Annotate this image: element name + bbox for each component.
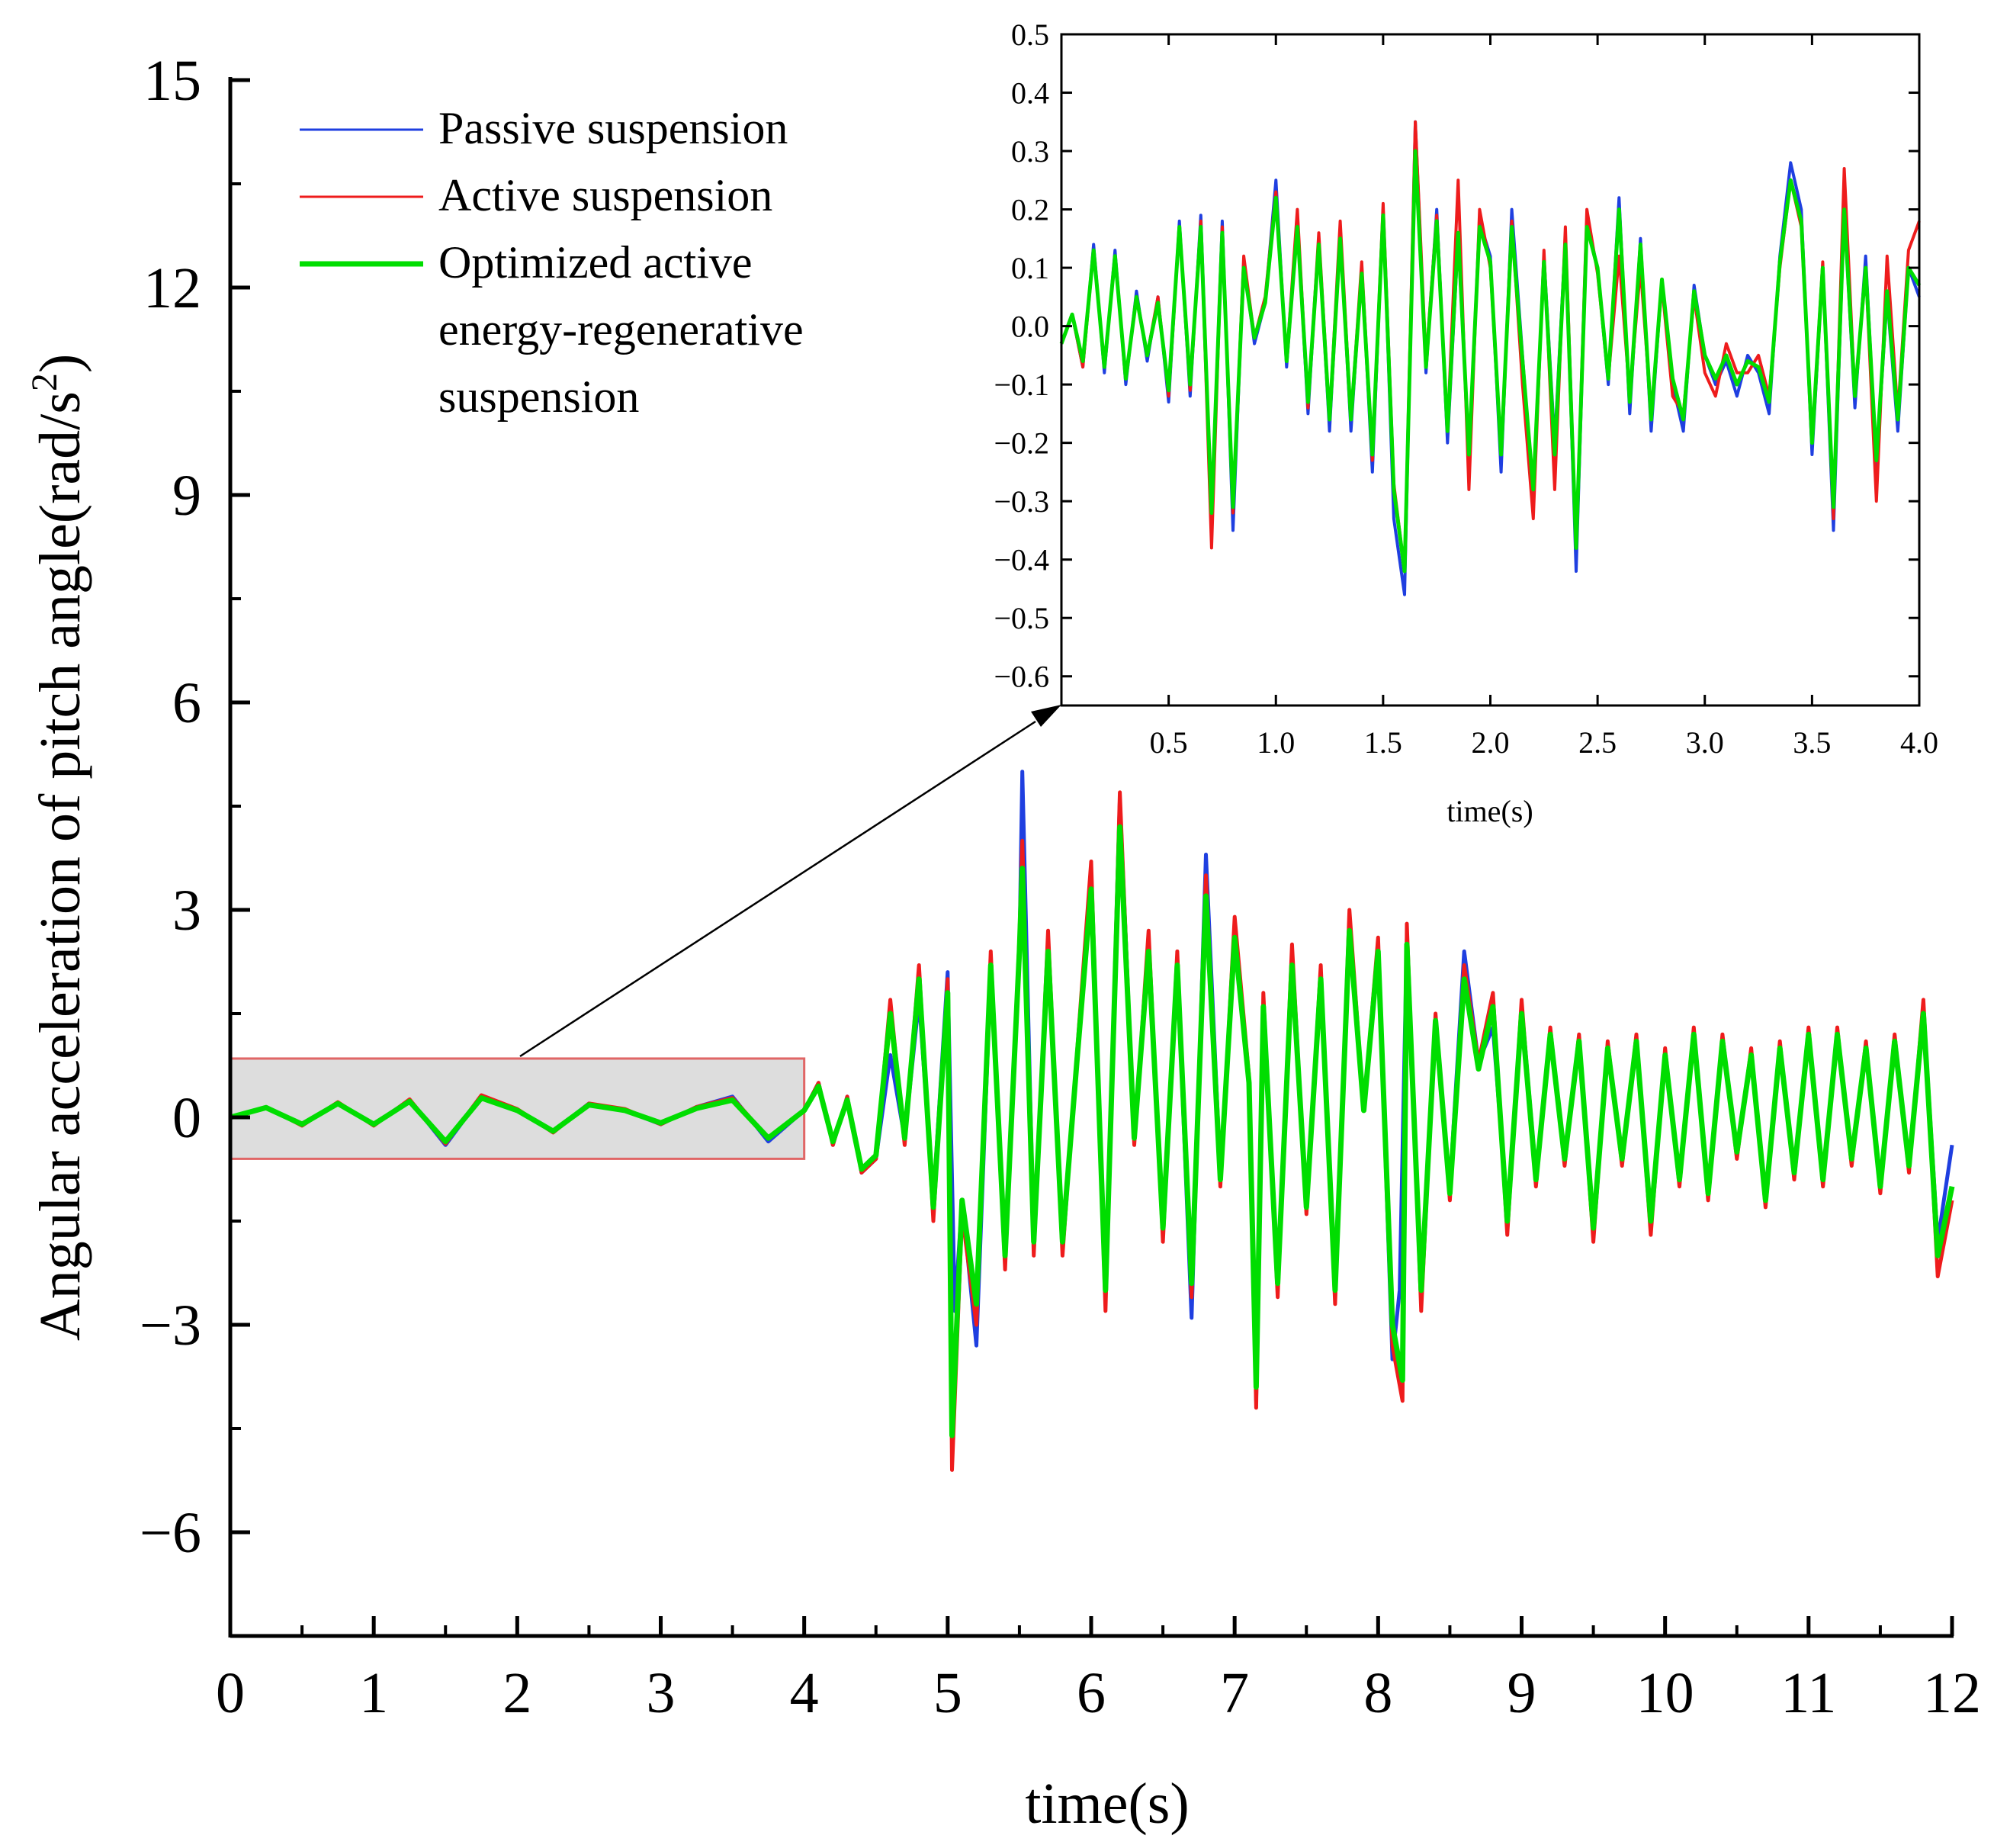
main-y-tick-label: −6 bbox=[140, 1501, 201, 1565]
legend: Passive suspension Active suspension Optim… bbox=[300, 103, 804, 422]
inset-y-tick-label: −0.2 bbox=[994, 426, 1049, 461]
main-y-ticks: −6 −3 0 3 6 9 12 15 bbox=[140, 49, 250, 1637]
main-y-tick-label: 0 bbox=[172, 1086, 201, 1150]
inset-series-line-3 bbox=[1059, 149, 1922, 574]
inset-x-axis-label: time(s) bbox=[1446, 794, 1533, 828]
inset-y-ticks: −0.6 −0.5 −0.4 −0.3 −0.2 −0.1 0.0 0.1 0.2 0.3 0.4 0… bbox=[994, 18, 1919, 694]
inset-y-tick-label: 0.2 bbox=[1011, 193, 1049, 227]
inset-series-group bbox=[1059, 120, 1922, 596]
legend-label-3: Optimized active bbox=[438, 237, 753, 288]
legend-label-3: suspension bbox=[438, 371, 639, 422]
inset-x-tick-label: 3.0 bbox=[1686, 725, 1724, 760]
main-x-tick-label: 8 bbox=[1363, 1661, 1392, 1725]
main-x-tick-label: 7 bbox=[1220, 1661, 1249, 1725]
legend-label-1: Passive suspension bbox=[438, 103, 788, 153]
legend-label-2: Active suspension bbox=[438, 170, 772, 220]
main-x-tick-label: 3 bbox=[647, 1661, 676, 1725]
main-x-tick-label: 0 bbox=[216, 1661, 245, 1725]
inset-x-tick-label: 3.5 bbox=[1793, 725, 1831, 760]
inset-plot: 0.5 1.0 1.5 2.0 2.5 3.0 3.5 4.0 −0.6−0.5−0.4−0.… bbox=[994, 18, 1938, 828]
main-x-tick-label: 11 bbox=[1780, 1661, 1836, 1725]
inset-y-tick-label: 0.1 bbox=[1011, 251, 1049, 285]
main-y-axis-label: Angular acceleration of pitch angle(rad/… bbox=[24, 354, 92, 1341]
main-y-tick-label: 15 bbox=[143, 49, 201, 113]
connector-line bbox=[519, 720, 1036, 1058]
inset-y-tick-label: 0.0 bbox=[1011, 310, 1049, 344]
main-x-tick-label: 12 bbox=[1923, 1661, 1981, 1725]
legend-label-3: energy-regenerative bbox=[438, 304, 804, 355]
main-y-tick-label: −3 bbox=[140, 1294, 201, 1358]
main-y-axis-label-superscript: 2 bbox=[24, 373, 65, 391]
main-x-tick-label: 4 bbox=[790, 1661, 819, 1725]
main-x-ticks: 0 1 2 3 4 5 6 7 8 9 10 11 12 bbox=[216, 1616, 1981, 1725]
main-x-tick-label: 10 bbox=[1636, 1661, 1694, 1725]
main-y-tick-label: 6 bbox=[172, 671, 201, 735]
inset-x-tick-label: 2.5 bbox=[1578, 725, 1617, 760]
inset-y-tick-label: −0.1 bbox=[994, 368, 1049, 402]
main-x-tick-label: 5 bbox=[933, 1661, 962, 1725]
inset-x-tick-label: 1.5 bbox=[1364, 725, 1402, 760]
inset-x-tick-label: 1.0 bbox=[1257, 725, 1295, 760]
main-y-tick-label: 9 bbox=[172, 464, 201, 528]
main-series-group bbox=[230, 770, 1955, 1472]
zoom-connector-arrow bbox=[519, 705, 1061, 1058]
main-y-axis-label-suffix: ) bbox=[28, 354, 92, 373]
inset-x-tick-label: 4.0 bbox=[1900, 725, 1938, 760]
main-x-tick-label: 1 bbox=[359, 1661, 388, 1725]
main-x-tick-label: 9 bbox=[1508, 1661, 1536, 1725]
main-x-axis-label: time(s) bbox=[1025, 1772, 1189, 1836]
inset-y-tick-label: 0.3 bbox=[1011, 134, 1049, 169]
inset-y-tick-label: −0.5 bbox=[994, 601, 1049, 635]
main-x-tick-label: 2 bbox=[502, 1661, 531, 1725]
main-x-tick-label: 6 bbox=[1077, 1661, 1106, 1725]
main-y-tick-label: 3 bbox=[172, 879, 201, 943]
inset-x-tick-label: 0.5 bbox=[1150, 725, 1188, 760]
inset-y-tick-label: −0.6 bbox=[994, 660, 1049, 694]
main-y-tick-label: 12 bbox=[143, 256, 201, 320]
main-series-line-3 bbox=[230, 824, 1955, 1438]
inset-y-tick-label: −0.4 bbox=[994, 543, 1049, 577]
inset-x-tick-label: 2.0 bbox=[1472, 725, 1510, 760]
connector-arrowhead bbox=[1031, 705, 1061, 727]
inset-y-tick-label: −0.3 bbox=[994, 484, 1049, 519]
inset-x-ticks: 0.5 1.0 1.5 2.0 2.5 3.0 3.5 4.0 bbox=[1150, 34, 1938, 760]
inset-y-tick-label: 0.4 bbox=[1011, 76, 1049, 111]
main-y-axis-label-text: Angular acceleration of pitch angle(rad/… bbox=[28, 391, 92, 1341]
inset-y-tick-label: 0.5 bbox=[1011, 18, 1049, 52]
